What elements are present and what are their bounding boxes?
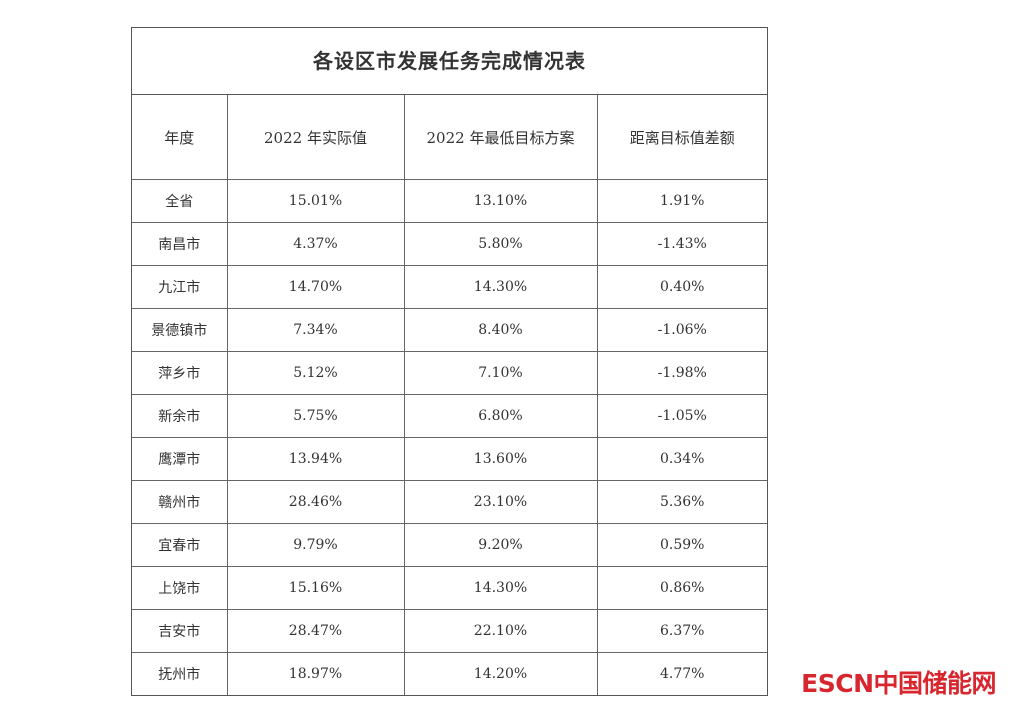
table-cell: 14.70% <box>226 265 405 309</box>
table-title: 各设区市发展任务完成情况表 <box>132 28 767 95</box>
table-cell: 14.30% <box>403 566 598 610</box>
table-cell: 九江市 <box>132 265 228 309</box>
table-cell: 9.20% <box>403 523 598 567</box>
table-cell: 22.10% <box>403 609 598 653</box>
table-row: 宜春市 9.79% 9.20% 0.59% <box>132 523 767 567</box>
header-cell: 2022 年实际值 <box>226 95 405 180</box>
table-cell: 南昌市 <box>132 222 228 266</box>
table-row: 景德镇市 7.34% 8.40% -1.06% <box>132 308 767 352</box>
table-cell: 13.94% <box>226 437 405 481</box>
table-cell: 萍乡市 <box>132 351 228 395</box>
table-cell: 6.37% <box>596 609 767 653</box>
table-row: 鹰潭市 13.94% 13.60% 0.34% <box>132 437 767 481</box>
table-cell: 5.80% <box>403 222 598 266</box>
table-cell: 0.34% <box>596 437 767 481</box>
table-cell: 13.60% <box>403 437 598 481</box>
table-cell: -1.05% <box>596 394 767 438</box>
table-row: 萍乡市 5.12% 7.10% -1.98% <box>132 351 767 395</box>
watermark: ESCN中国储能网 <box>801 669 996 698</box>
table-cell: 8.40% <box>403 308 598 352</box>
table-cell: 15.01% <box>226 179 405 223</box>
table-row: 新余市 5.75% 6.80% -1.05% <box>132 394 767 438</box>
table-cell: 全省 <box>132 179 228 223</box>
table-cell: 宜春市 <box>132 523 228 567</box>
table-row: 南昌市 4.37% 5.80% -1.43% <box>132 222 767 266</box>
table-cell: 13.10% <box>403 179 598 223</box>
table-row: 吉安市 28.47% 22.10% 6.37% <box>132 609 767 653</box>
table-cell: 抚州市 <box>132 652 228 695</box>
table-cell: 0.59% <box>596 523 767 567</box>
table-cell: -1.98% <box>596 351 767 395</box>
table-cell: 7.10% <box>403 351 598 395</box>
table-cell: 景德镇市 <box>132 308 228 352</box>
data-table: 年度 2022 年实际值 2022 年最低目标方案 距离目标值差额 全省 15.01% 13… <box>132 95 767 695</box>
table-cell: 5.36% <box>596 480 767 524</box>
table-cell: -1.43% <box>596 222 767 266</box>
table-cell: 0.86% <box>596 566 767 610</box>
table-cell: 0.40% <box>596 265 767 309</box>
table-row: 全省 15.01% 13.10% 1.91% <box>132 179 767 223</box>
header-cell: 距离目标值差额 <box>596 95 767 180</box>
header-row: 年度 2022 年实际值 2022 年最低目标方案 距离目标值差额 <box>132 95 767 180</box>
header-cell: 年度 <box>132 95 228 180</box>
table-cell: 5.75% <box>226 394 405 438</box>
table-row: 九江市 14.70% 14.30% 0.40% <box>132 265 767 309</box>
table-cell: 14.20% <box>403 652 598 695</box>
table-cell: 9.79% <box>226 523 405 567</box>
table-cell: 吉安市 <box>132 609 228 653</box>
table-cell: 6.80% <box>403 394 598 438</box>
table-cell: 28.47% <box>226 609 405 653</box>
table-cell: 上饶市 <box>132 566 228 610</box>
table-row: 上饶市 15.16% 14.30% 0.86% <box>132 566 767 610</box>
table-cell: 4.37% <box>226 222 405 266</box>
table-cell: 28.46% <box>226 480 405 524</box>
table-cell: 4.77% <box>596 652 767 695</box>
table-cell: 18.97% <box>226 652 405 695</box>
table-cell: 新余市 <box>132 394 228 438</box>
table-document: 各设区市发展任务完成情况表 年度 2022 年实际值 2022 年最低目标方案 距离目… <box>131 27 768 696</box>
table-cell: 1.91% <box>596 179 767 223</box>
table-cell: 赣州市 <box>132 480 228 524</box>
header-cell: 2022 年最低目标方案 <box>403 95 598 180</box>
table-row: 抚州市 18.97% 14.20% 4.77% <box>132 652 767 695</box>
table-cell: 15.16% <box>226 566 405 610</box>
table-cell: 14.30% <box>403 265 598 309</box>
table-cell: 鹰潭市 <box>132 437 228 481</box>
table-cell: -1.06% <box>596 308 767 352</box>
table-cell: 5.12% <box>226 351 405 395</box>
table-cell: 23.10% <box>403 480 598 524</box>
table-row: 赣州市 28.46% 23.10% 5.36% <box>132 480 767 524</box>
table-cell: 7.34% <box>226 308 405 352</box>
